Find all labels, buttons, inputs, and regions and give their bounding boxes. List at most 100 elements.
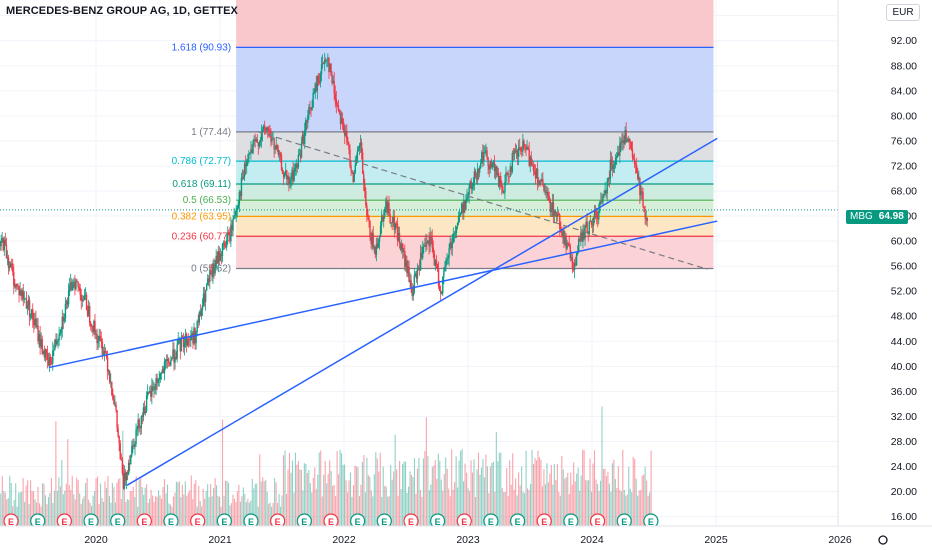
fib-level-label: 0.236 (60.77): [172, 231, 232, 242]
candle-body: [546, 191, 548, 194]
earnings-marker[interactable]: [350, 513, 366, 528]
earnings-marker[interactable]: [376, 513, 392, 528]
volume-bar: [497, 461, 499, 526]
candle-body: [201, 305, 204, 311]
settings-gear-icon[interactable]: [878, 535, 888, 545]
candle-body: [495, 166, 498, 176]
candle-body: [129, 462, 131, 465]
candle-body: [331, 75, 333, 84]
earnings-marker[interactable]: [30, 513, 46, 528]
earnings-marker[interactable]: [589, 513, 606, 528]
volume-bar: [357, 467, 359, 526]
candle-body: [264, 127, 267, 131]
earnings-marker[interactable]: [403, 513, 419, 528]
volume-bar: [61, 459, 63, 526]
candle-body: [197, 321, 199, 323]
candle-body: [267, 127, 269, 130]
earnings-marker[interactable]: [430, 513, 446, 528]
volume-bar: [41, 483, 44, 526]
earnings-marker[interactable]: [56, 513, 72, 528]
earnings-marker[interactable]: [510, 513, 526, 528]
earnings-markers[interactable]: EEEEEEEEEEEEEEEEEEEEEEEEEE: [0, 513, 659, 528]
candle-body: [573, 263, 576, 270]
candle-body: [46, 352, 49, 360]
earnings-marker[interactable]: [3, 513, 19, 528]
y-tick-label: 24.00: [891, 461, 917, 473]
candle-body: [567, 242, 569, 245]
trendline[interactable]: [48, 220, 718, 369]
earnings-marker[interactable]: [136, 513, 152, 528]
earnings-marker[interactable]: [83, 513, 99, 528]
candle-body: [618, 152, 620, 156]
candle-body: [47, 359, 50, 366]
price-axis[interactable]: 16.00 20.00 24.00 28.00 32.00 36.00 40.00 44.00…: [891, 10, 917, 523]
candle-body: [491, 164, 494, 168]
candle-body: [240, 177, 243, 197]
candle-body: [165, 359, 168, 361]
volume-bar: [144, 487, 146, 526]
candle-body: [66, 301, 69, 305]
earnings-marker[interactable]: [163, 513, 179, 528]
earnings-marker[interactable]: [483, 513, 499, 528]
candle-body: [497, 173, 500, 187]
candle-body: [85, 294, 88, 310]
candle-body: [591, 224, 594, 226]
candle-body: [1, 238, 3, 241]
earnings-marker[interactable]: [110, 513, 126, 528]
candle-body: [483, 153, 485, 161]
trendline[interactable]: [126, 137, 718, 486]
candle-body: [338, 110, 341, 114]
volume-bar: [300, 469, 302, 526]
volume-bar: [471, 472, 474, 526]
currency-button[interactable]: EUR: [886, 4, 920, 21]
earnings-marker[interactable]: [190, 513, 206, 528]
chart-title: MERCEDES-BENZ GROUP AG, 1D, GETTEX: [6, 5, 238, 17]
volume-bar: [226, 480, 228, 526]
trendline[interactable]: [257, 130, 708, 270]
volume-bar: [468, 490, 471, 526]
volume-bar: [461, 449, 463, 526]
volume-bar: [622, 449, 624, 526]
candle-body: [178, 339, 180, 341]
candle-body: [459, 213, 462, 216]
earnings-marker[interactable]: [296, 513, 312, 528]
earnings-marker[interactable]: [563, 513, 579, 528]
earnings-marker[interactable]: [616, 513, 632, 528]
candle-body: [353, 172, 355, 182]
volume-bar: [211, 496, 213, 526]
earnings-marker[interactable]: [456, 513, 472, 528]
candle-body: [317, 76, 320, 82]
candle-body: [244, 163, 247, 167]
volume-bar: [614, 479, 616, 526]
candle-body: [413, 275, 416, 292]
volume-bar: [396, 469, 398, 526]
earnings-marker[interactable]: [323, 513, 339, 528]
volume-bar: [330, 471, 332, 526]
volume-bar: [195, 479, 197, 526]
volume-bar: [647, 495, 649, 526]
candle-body: [53, 350, 55, 351]
candle-body: [535, 168, 538, 179]
candle-body: [152, 386, 154, 388]
time-axis[interactable]: 2020 2021 2022 2023 2024 2025 2026: [84, 534, 852, 546]
earnings-marker[interactable]: [643, 513, 659, 528]
candle-body: [605, 190, 607, 194]
earnings-marker[interactable]: [243, 513, 259, 528]
earnings-marker[interactable]: [270, 513, 286, 528]
fib-level-label: 1 (77.44): [191, 127, 231, 138]
volume-bar: [562, 469, 564, 526]
candle-body: [388, 202, 390, 214]
candle-body: [116, 410, 118, 429]
plot-area[interactable]: 1.618 (90.93) 1 (77.44) 0.786 (72.77) 0.618…: [0, 0, 840, 528]
candle-body: [231, 224, 233, 231]
volume-bar: [275, 482, 277, 526]
candle-body: [523, 140, 525, 147]
x-tick-label: 2022: [332, 534, 356, 546]
volume-bar: [625, 495, 627, 526]
candle-body: [173, 349, 175, 363]
earnings-marker[interactable]: [536, 513, 552, 528]
volume-bar: [463, 481, 465, 526]
volume-bar: [58, 477, 60, 526]
earnings-marker[interactable]: [216, 513, 232, 528]
